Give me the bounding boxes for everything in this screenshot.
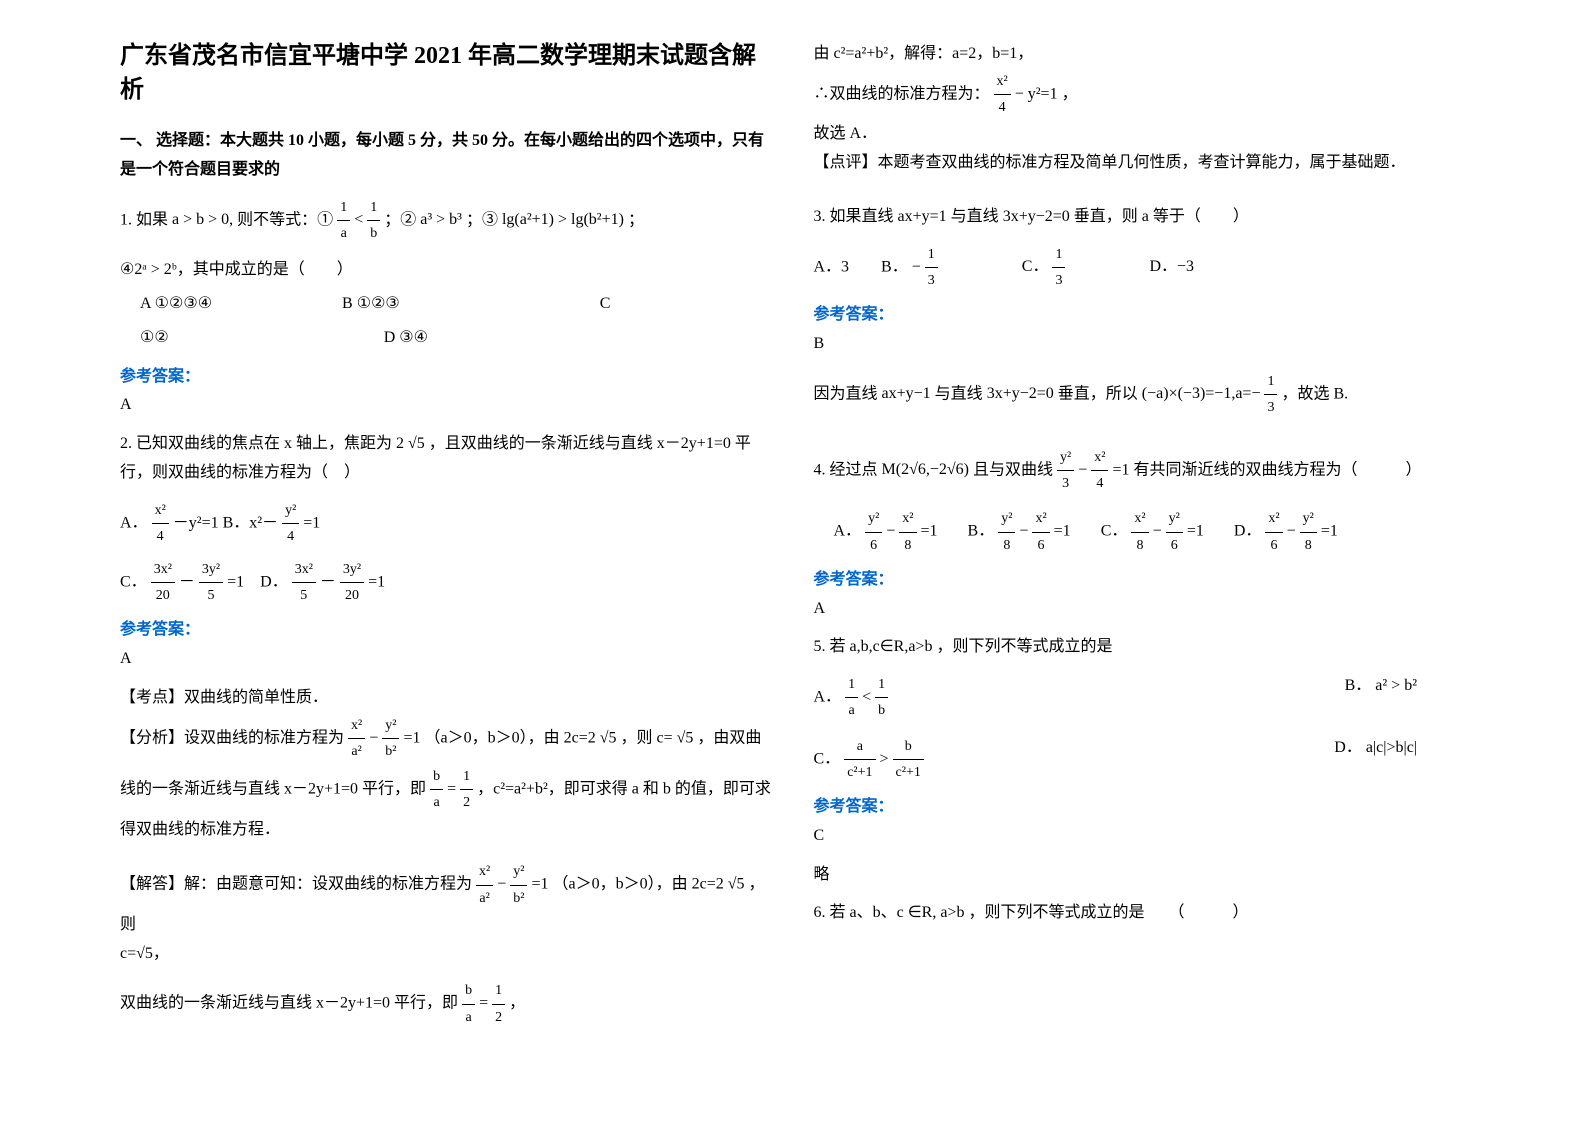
section-1-title: 一、 选择题：本大题共 10 小题，每小题 5 分，共 50 分。在每小题给出的… (120, 127, 774, 185)
q1-prefix: 1. 如果 (120, 211, 168, 228)
question-5: 5. 若 a,b,c∈R,a>b ，则下列不等式成立的是 (814, 633, 1468, 662)
q1-opt2: a³ > b³ (420, 206, 462, 235)
answer-label-1: 参考答案： (120, 363, 774, 392)
question-1: 1. 如果 a > b > 0, 则不等式：① 1a < 1b ；② a³ > … (120, 195, 774, 353)
q1-mid: 则不等式：① (237, 211, 333, 228)
right-line2: ∴双曲线的标准方程为： x²4 − y²=1 ， (814, 69, 1468, 120)
q2-jieda-c: c=√5， (120, 940, 774, 969)
q2-jieda2: 双曲线的一条渐近线与直线 x－2y+1=0 平行，即 ba = 12 ， (120, 978, 774, 1029)
question-2: 2. 已知双曲线的焦点在 x 轴上，焦距为 2 √5 ，且双曲线的一条渐近线与直… (120, 430, 774, 488)
q1-choiceD: D ③④ (384, 324, 428, 353)
q5-row2: C． ac²+1 > bc²+1 D． a|c|>b|c| (814, 734, 1468, 785)
q5-note: 略 (814, 861, 1468, 890)
q3-answer: B (814, 330, 1468, 359)
q3-explain: 因为直线 ax+y−1 与直线 3x+y−2=0 垂直，所以 (−a)×(−3)… (814, 369, 1468, 420)
q2-jieda: 【解答】解：由题意可知：设双曲线的标准方程为 x²a² − y²b² =1 （a… (120, 859, 774, 939)
answer-label-2: 参考答案： (120, 616, 774, 645)
question-6: 6. 若 a、b、c ∈R, a>b ，则下列不等式成立的是 （ ） (814, 899, 1468, 928)
q1-choiceA: A ①②③④ (140, 290, 212, 319)
question-4: 4. 经过点 M(2√6,−2√6) 且与双曲线 y²3 − x²4 =1 有共… (814, 445, 1468, 496)
answer-label-4: 参考答案： (814, 566, 1468, 595)
right-line4: 【点评】本题考查双曲线的标准方程及简单几何性质，考查计算能力，属于基础题． (814, 149, 1468, 178)
q2-optC-prefix: C． (120, 573, 147, 590)
q2-fenxi: 【分析】设双曲线的标准方程为 x²a² − y²b² =1 （a＞0，b＞0），… (120, 713, 774, 845)
q1-cond: a > b > 0, (172, 206, 233, 235)
q3-options: A．3 B． − 13 C． 13 D．−3 (814, 242, 1468, 293)
q1-answer: A (120, 391, 774, 420)
right-line1: 由 c²=a²+b²，解得：a=2，b=1， (814, 40, 1468, 69)
q2-optA-mid: －y²=1 B．x²－ (173, 514, 278, 531)
q1-opt4: ④2ᵃ > 2ᵇ，其中成立的是（ ） (120, 256, 774, 285)
q2-text: 2. 已知双曲线的焦点在 x 轴上，焦距为 2 (120, 435, 404, 452)
q2-kaodian: 【考点】双曲线的简单性质． (120, 684, 774, 713)
q1-semi: ； (628, 211, 644, 228)
q1-choiceB: B ①②③ (342, 290, 400, 319)
q4-answer: A (814, 595, 1468, 624)
answer-label-3: 参考答案： (814, 301, 1468, 330)
q1-choiceC2: ①② (140, 324, 169, 353)
right-line3: 故选 A． (814, 120, 1468, 149)
q1-opt3: lg(a²+1) > lg(b²+1) (502, 206, 624, 235)
answer-label-5: 参考答案： (814, 793, 1468, 822)
question-3: 3. 如果直线 ax+y=1 与直线 3x+y−2=0 垂直，则 a 等于（ ） (814, 203, 1468, 232)
q2-answer: A (120, 645, 774, 674)
q2-optA-suf: =1 (303, 514, 320, 531)
q1-frac1: 1a (337, 195, 350, 246)
q2-options-row2: C． 3x²20 － 3y²5 =1 D． 3x²5 － 3y²20 =1 (120, 557, 774, 608)
page-title: 广东省茂名市信宜平塘中学 2021 年高二数学理期末试题含解析 (120, 40, 774, 107)
q5-row1: A． 1a < 1b B． a² > b² (814, 672, 1468, 723)
q4-options: A． y²6 − x²8 =1 B． y²8 − x²6 =1 C． x²8 −… (834, 506, 1468, 557)
q1-frac2: 1b (367, 195, 380, 246)
q2-options-row1: A． x²4 －y²=1 B．x²－ y²4 =1 (120, 498, 774, 549)
q1-choiceC: C (600, 290, 611, 319)
q1-opt3-prefix: ；③ (466, 211, 498, 228)
q5-answer: C (814, 822, 1468, 851)
q2-sqrt5: √5 (408, 435, 425, 452)
q1-opt1: ；② (384, 211, 416, 228)
q2-optA-prefix: A． (120, 514, 148, 531)
